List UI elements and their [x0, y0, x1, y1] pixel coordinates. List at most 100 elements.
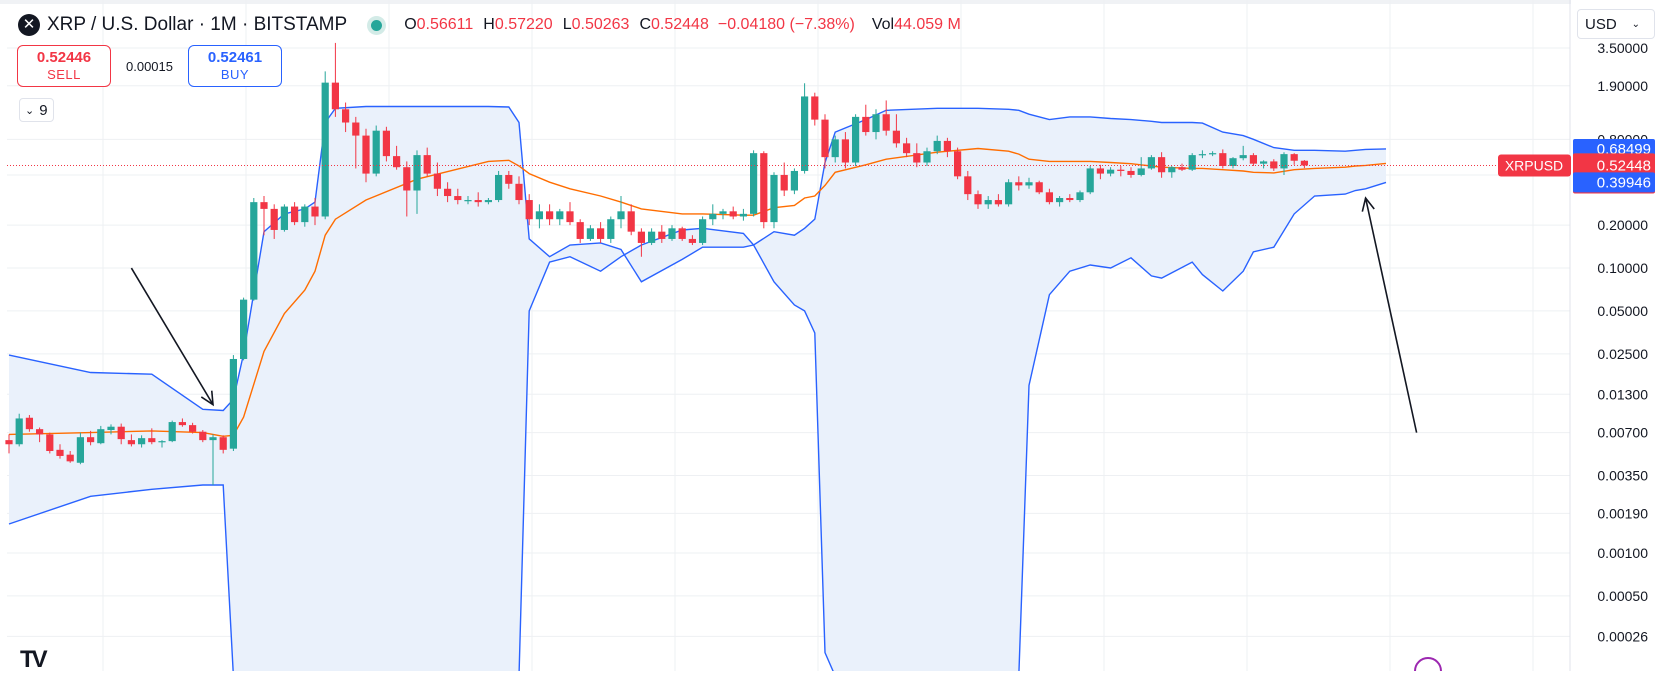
candle-body	[1280, 154, 1288, 169]
candle-body	[821, 119, 829, 158]
annotation-arrow	[130, 267, 214, 406]
candle-body	[556, 211, 564, 220]
candle-body	[719, 211, 727, 214]
candle-body	[515, 183, 523, 201]
candle-body	[56, 449, 64, 456]
price-axis-background	[1571, 0, 1666, 671]
candle-body	[189, 425, 197, 432]
candle-body	[321, 82, 329, 217]
candle-body	[1045, 192, 1053, 203]
candle-body	[994, 200, 1002, 205]
candle-body	[1300, 160, 1308, 166]
sell-price: 0.52446	[36, 49, 92, 66]
candle-body	[1086, 168, 1094, 193]
symbol-label-text: XRPUSD	[1505, 157, 1563, 173]
candle-body	[607, 219, 615, 239]
candle-body	[770, 174, 778, 223]
candle-body	[954, 151, 962, 177]
low-value: 0.50263	[571, 16, 630, 33]
candle-body	[586, 228, 594, 239]
candle-body	[413, 155, 421, 191]
candle-body	[597, 228, 605, 239]
candle-body	[199, 431, 207, 441]
candle-body	[852, 116, 860, 163]
candle-body	[872, 114, 880, 133]
volume-value: 44.059 M	[894, 16, 961, 33]
candle-body	[1290, 154, 1298, 161]
y-tick-label: 0.00100	[1597, 545, 1648, 561]
candle-body	[882, 114, 890, 131]
candle-body	[964, 176, 972, 195]
candle-body	[678, 228, 686, 239]
candle-body	[801, 96, 809, 171]
y-tick-label: 0.01300	[1597, 386, 1648, 402]
candle-body	[546, 211, 554, 220]
candle-body	[393, 156, 401, 168]
y-tick-label: 0.10000	[1597, 260, 1648, 276]
candle-body	[688, 238, 696, 243]
candle-body	[505, 174, 513, 184]
candle-body	[36, 429, 44, 435]
candle-body	[780, 174, 788, 191]
spread-value: 0.00015	[126, 58, 173, 74]
candle-body	[862, 116, 870, 133]
candle-body	[831, 139, 839, 158]
candle-body	[648, 231, 656, 243]
y-tick-label: 0.02500	[1597, 346, 1648, 362]
xrp-logo-icon: ✕	[18, 14, 40, 36]
candle-body	[138, 438, 146, 445]
candle-body	[484, 200, 492, 203]
candle-body	[525, 200, 533, 220]
candle-body	[1270, 161, 1278, 169]
buy-button[interactable]: 0.52461 BUY	[188, 45, 282, 87]
candle-body	[903, 143, 911, 154]
candle-body	[1178, 167, 1186, 170]
candle-body	[148, 438, 156, 443]
indicators-toggle-button[interactable]: ⌄ 9	[19, 98, 54, 122]
candle-body	[1239, 155, 1247, 159]
candle-body	[617, 211, 625, 220]
tradingview-logo-icon[interactable]: TV	[20, 646, 48, 673]
candle-body	[627, 211, 635, 232]
y-tick-label: 1.90000	[1597, 78, 1648, 94]
candle-body	[1198, 154, 1206, 156]
ohlc-readout: O 0.56611 H 0.57220 L 0.50263 C 0.52448 …	[404, 16, 961, 34]
annotations	[130, 196, 1418, 433]
symbol-header: ✕ XRP / U.S. Dollar · 1M · BITSTAMP O 0.…	[18, 12, 961, 38]
candle-body	[750, 153, 758, 214]
y-tick-label: 0.20000	[1597, 217, 1648, 233]
candle-body	[1209, 153, 1217, 155]
high-label: H	[483, 16, 495, 33]
candle-body	[66, 454, 74, 462]
candlesticks	[5, 42, 1570, 486]
symbol-title[interactable]: XRP / U.S. Dollar · 1M · BITSTAMP	[47, 14, 348, 35]
y-tick-label: 0.05000	[1597, 303, 1648, 319]
candle-body	[1127, 170, 1135, 175]
candle-body	[107, 426, 115, 431]
candle-body	[331, 82, 339, 110]
sell-button[interactable]: 0.52446 SELL	[17, 45, 111, 87]
currency-select[interactable]: USD ⌄	[1577, 9, 1655, 39]
candle-body	[403, 167, 411, 191]
annotation-arrow	[1364, 197, 1418, 433]
candle-body	[1260, 161, 1268, 164]
candle-body	[811, 96, 819, 120]
candle-body	[229, 358, 237, 449]
y-tick-label: 0.00190	[1597, 505, 1648, 521]
y-tick-label: 0.00700	[1597, 425, 1648, 441]
basis-line	[8, 147, 1387, 438]
low-label: L	[562, 16, 572, 33]
candle-body	[117, 426, 125, 440]
candle-body	[127, 440, 135, 445]
symbol-label-box	[1498, 154, 1571, 177]
candle-body	[1229, 158, 1237, 167]
candle-body	[219, 437, 227, 450]
candle-body	[1005, 182, 1013, 205]
buy-label: BUY	[220, 67, 250, 82]
y-tick-label: 3.50000	[1597, 40, 1648, 56]
candle-body	[1219, 153, 1227, 167]
price-label-box	[1573, 172, 1655, 193]
candle-body	[495, 174, 503, 201]
candle-body	[1168, 167, 1176, 173]
